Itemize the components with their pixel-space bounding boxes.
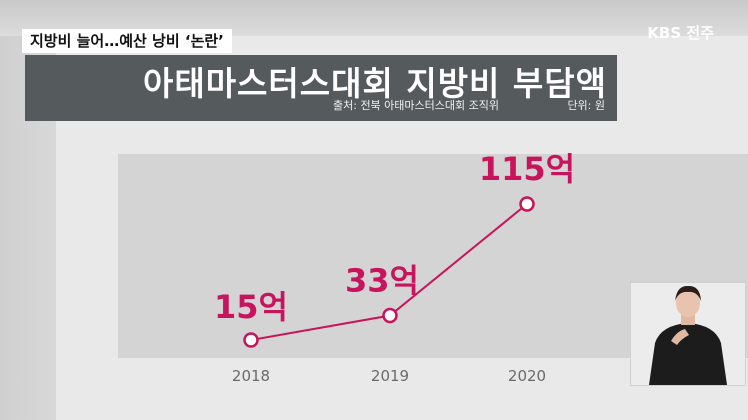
x-tick-label: 2019 [371,367,409,385]
broadcaster-logo: KBS 전주 [647,24,714,42]
data-label: 15억 [214,288,288,326]
data-label: 33억 [345,262,419,300]
news-caption: 지방비 늘어…예산 낭비 ‘논란’ [22,29,232,53]
source-note: 출처: 전북 아태마스터스대회 조직위 [333,99,499,112]
x-tick-label: 2018 [232,367,270,385]
data-point [519,196,535,212]
unit-note: 단위: 원 [567,99,605,112]
data-label: 115억 [479,150,575,188]
title-panel: 아태마스터스대회 지방비 부담액 출처: 전북 아태마스터스대회 조직위 단위:… [25,55,617,121]
x-tick-label: 2020 [508,367,546,385]
sign-language-interpreter [630,282,746,386]
data-point [243,332,259,348]
chart-title: 아태마스터스대회 지방비 부담액 [142,64,607,103]
data-point [382,307,398,324]
